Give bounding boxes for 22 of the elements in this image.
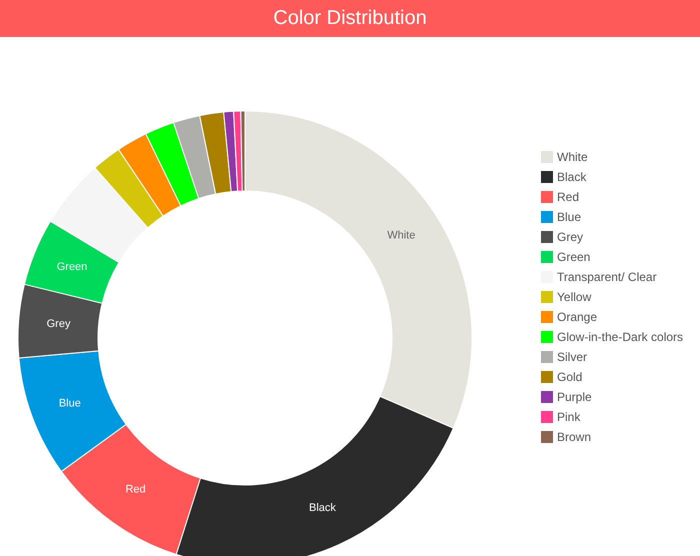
legend-label: White [557,150,588,164]
data-label: Grey [46,318,71,330]
legend-label: Purple [557,390,592,404]
data-label: Blue [58,398,81,410]
legend-label: Grey [557,230,584,244]
legend-label: Orange [557,310,598,324]
legend-label: Yellow [557,290,592,304]
legend-label: Brown [557,430,592,444]
legend-label: Red [557,190,580,204]
data-label: White [387,229,416,242]
legend-label: Black [557,170,586,184]
legend-label: Blue [557,210,582,224]
legend-label: Green [557,250,590,264]
legend-label: Transparent/ Clear [557,270,657,284]
chart-title: Color Distribution [0,0,700,37]
data-label: Black [309,502,336,514]
data-label: Red [125,484,146,496]
data-label: Green [56,260,88,273]
legend-label: Gold [557,370,582,384]
legend-label: Pink [557,410,580,424]
legend-label: Silver [557,350,588,364]
legend-label: Glow-in-the-Dark colors [557,330,684,344]
